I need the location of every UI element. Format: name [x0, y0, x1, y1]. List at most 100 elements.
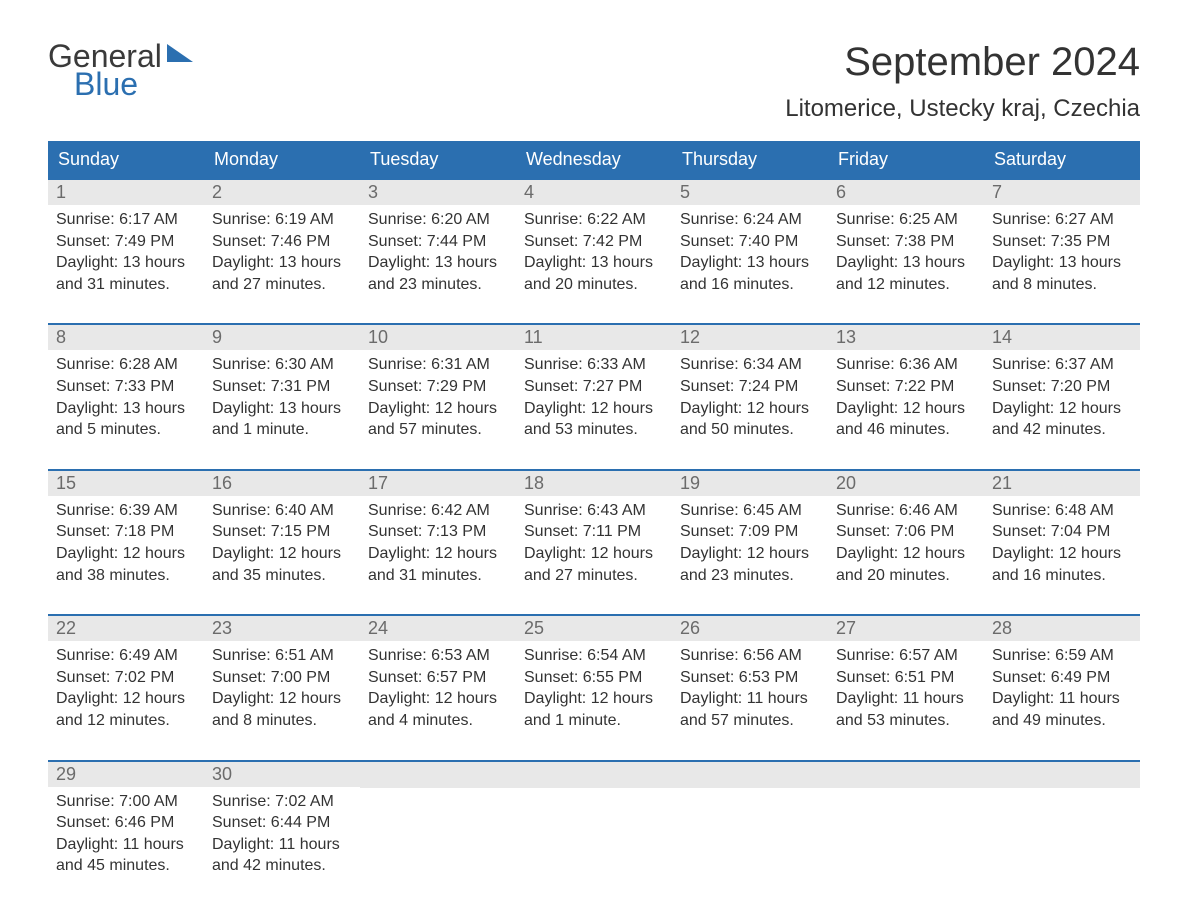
sunrise-text: Sunrise: 6:54 AM — [524, 645, 664, 667]
day-number: 17 — [360, 471, 516, 496]
daylight-text-2: and 8 minutes. — [212, 710, 352, 732]
sunrise-text: Sunrise: 6:49 AM — [56, 645, 196, 667]
sunset-text: Sunset: 6:57 PM — [368, 667, 508, 689]
daylight-text-2: and 35 minutes. — [212, 565, 352, 587]
daylight-text-2: and 27 minutes. — [212, 274, 352, 296]
sunset-text: Sunset: 7:13 PM — [368, 521, 508, 543]
daylight-text-1: Daylight: 11 hours — [992, 688, 1132, 710]
day-details: Sunrise: 7:00 AMSunset: 6:46 PMDaylight:… — [48, 787, 204, 905]
day-number: 7 — [984, 180, 1140, 205]
day-number-empty — [672, 762, 828, 788]
daylight-text-2: and 42 minutes. — [992, 419, 1132, 441]
day-details: Sunrise: 6:40 AMSunset: 7:15 PMDaylight:… — [204, 496, 360, 614]
sunset-text: Sunset: 6:51 PM — [836, 667, 976, 689]
calendar-day-cell: 23Sunrise: 6:51 AMSunset: 7:00 PMDayligh… — [204, 614, 360, 759]
sunset-text: Sunset: 6:53 PM — [680, 667, 820, 689]
daylight-text-2: and 12 minutes. — [836, 274, 976, 296]
day-number: 16 — [204, 471, 360, 496]
daylight-text-2: and 5 minutes. — [56, 419, 196, 441]
day-details: Sunrise: 6:28 AMSunset: 7:33 PMDaylight:… — [48, 350, 204, 468]
sunrise-text: Sunrise: 6:42 AM — [368, 500, 508, 522]
calendar-day-cell — [672, 760, 828, 905]
daylight-text-2: and 49 minutes. — [992, 710, 1132, 732]
sunset-text: Sunset: 7:00 PM — [212, 667, 352, 689]
sunrise-text: Sunrise: 6:36 AM — [836, 354, 976, 376]
daylight-text-2: and 1 minute. — [212, 419, 352, 441]
day-number: 29 — [48, 762, 204, 787]
calendar-day-cell — [828, 760, 984, 905]
day-number: 14 — [984, 325, 1140, 350]
sunrise-text: Sunrise: 6:46 AM — [836, 500, 976, 522]
day-number-empty — [360, 762, 516, 788]
sunset-text: Sunset: 7:06 PM — [836, 521, 976, 543]
calendar-week-row: 29Sunrise: 7:00 AMSunset: 6:46 PMDayligh… — [48, 760, 1140, 905]
day-number: 15 — [48, 471, 204, 496]
daylight-text-1: Daylight: 12 hours — [836, 398, 976, 420]
calendar-day-cell: 21Sunrise: 6:48 AMSunset: 7:04 PMDayligh… — [984, 469, 1140, 614]
weekday-header-row: Sunday Monday Tuesday Wednesday Thursday… — [48, 141, 1140, 178]
day-details: Sunrise: 6:54 AMSunset: 6:55 PMDaylight:… — [516, 641, 672, 759]
calendar-day-cell: 27Sunrise: 6:57 AMSunset: 6:51 PMDayligh… — [828, 614, 984, 759]
day-details: Sunrise: 6:45 AMSunset: 7:09 PMDaylight:… — [672, 496, 828, 614]
sunrise-text: Sunrise: 7:02 AM — [212, 791, 352, 813]
daylight-text-1: Daylight: 12 hours — [836, 543, 976, 565]
sunrise-text: Sunrise: 6:40 AM — [212, 500, 352, 522]
sunrise-text: Sunrise: 6:30 AM — [212, 354, 352, 376]
sunset-text: Sunset: 7:24 PM — [680, 376, 820, 398]
daylight-text-1: Daylight: 12 hours — [680, 398, 820, 420]
sunrise-text: Sunrise: 6:28 AM — [56, 354, 196, 376]
calendar-table: Sunday Monday Tuesday Wednesday Thursday… — [48, 141, 1140, 905]
day-number: 22 — [48, 616, 204, 641]
daylight-text-2: and 4 minutes. — [368, 710, 508, 732]
daylight-text-2: and 42 minutes. — [212, 855, 352, 877]
daylight-text-1: Daylight: 13 hours — [56, 252, 196, 274]
daylight-text-2: and 12 minutes. — [56, 710, 196, 732]
sunset-text: Sunset: 7:42 PM — [524, 231, 664, 253]
daylight-text-1: Daylight: 11 hours — [56, 834, 196, 856]
daylight-text-1: Daylight: 13 hours — [56, 398, 196, 420]
daylight-text-2: and 57 minutes. — [680, 710, 820, 732]
day-details: Sunrise: 6:34 AMSunset: 7:24 PMDaylight:… — [672, 350, 828, 468]
daylight-text-1: Daylight: 11 hours — [680, 688, 820, 710]
daylight-text-1: Daylight: 11 hours — [836, 688, 976, 710]
day-number: 19 — [672, 471, 828, 496]
calendar-day-cell: 13Sunrise: 6:36 AMSunset: 7:22 PMDayligh… — [828, 323, 984, 468]
daylight-text-1: Daylight: 12 hours — [992, 543, 1132, 565]
day-number: 25 — [516, 616, 672, 641]
calendar-day-cell: 9Sunrise: 6:30 AMSunset: 7:31 PMDaylight… — [204, 323, 360, 468]
sunset-text: Sunset: 7:04 PM — [992, 521, 1132, 543]
daylight-text-2: and 46 minutes. — [836, 419, 976, 441]
month-title: September 2024 — [785, 40, 1140, 85]
daylight-text-1: Daylight: 13 hours — [368, 252, 508, 274]
day-number: 27 — [828, 616, 984, 641]
day-number-empty — [516, 762, 672, 788]
day-number: 9 — [204, 325, 360, 350]
sunrise-text: Sunrise: 6:48 AM — [992, 500, 1132, 522]
calendar-day-cell — [360, 760, 516, 905]
calendar-day-cell: 15Sunrise: 6:39 AMSunset: 7:18 PMDayligh… — [48, 469, 204, 614]
daylight-text-2: and 45 minutes. — [56, 855, 196, 877]
day-number-empty — [984, 762, 1140, 788]
daylight-text-2: and 23 minutes. — [680, 565, 820, 587]
daylight-text-2: and 27 minutes. — [524, 565, 664, 587]
calendar-day-cell: 20 Sunrise: 6:46 AMSunset: 7:06 PMDayligh… — [828, 469, 984, 614]
weekday-header: Friday — [828, 141, 984, 178]
daylight-text-1: Daylight: 12 hours — [212, 688, 352, 710]
sunset-text: Sunset: 7:11 PM — [524, 521, 664, 543]
daylight-text-1: Daylight: 12 hours — [56, 543, 196, 565]
day-details: Sunrise: 6:57 AMSunset: 6:51 PMDaylight:… — [828, 641, 984, 759]
calendar-day-cell: 22Sunrise: 6:49 AMSunset: 7:02 PMDayligh… — [48, 614, 204, 759]
day-details: Sunrise: 6:19 AMSunset: 7:46 PMDaylight:… — [204, 205, 360, 323]
calendar-week-row: 22Sunrise: 6:49 AMSunset: 7:02 PMDayligh… — [48, 614, 1140, 759]
day-number: 20 — [828, 471, 984, 496]
daylight-text-1: Daylight: 12 hours — [992, 398, 1132, 420]
location-text: Litomerice, Ustecky kraj, Czechia — [785, 95, 1140, 123]
calendar-day-cell — [516, 760, 672, 905]
day-number: 6 — [828, 180, 984, 205]
day-details: Sunrise: 6:20 AMSunset: 7:44 PMDaylight:… — [360, 205, 516, 323]
sunset-text: Sunset: 7:18 PM — [56, 521, 196, 543]
daylight-text-1: Daylight: 12 hours — [368, 543, 508, 565]
header: General Blue September 2024 Litomerice, … — [48, 40, 1140, 123]
day-details: Sunrise: 6:36 AMSunset: 7:22 PMDaylight:… — [828, 350, 984, 468]
day-number: 23 — [204, 616, 360, 641]
